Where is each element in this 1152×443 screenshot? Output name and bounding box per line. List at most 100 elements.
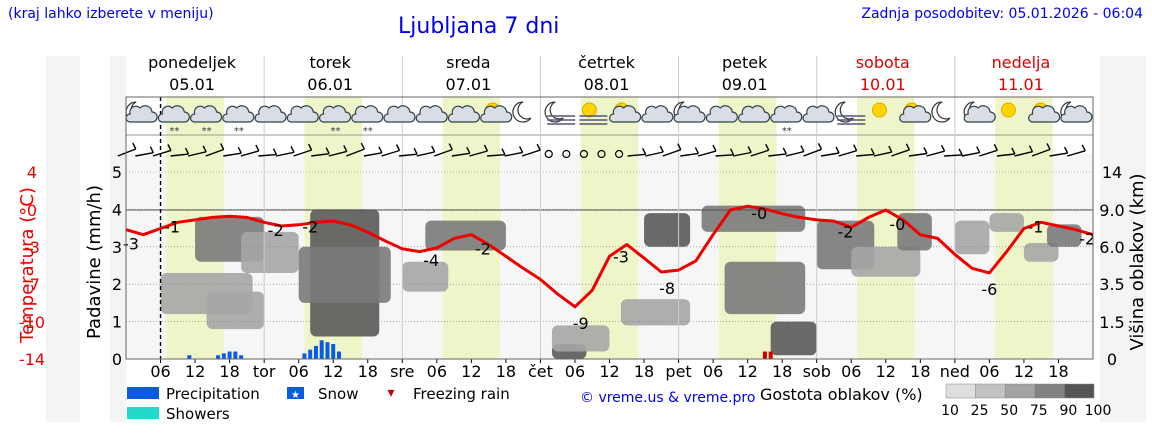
temperature-label: -0 bbox=[751, 204, 767, 223]
precip-axis-title: Padavine (mm/h) bbox=[84, 185, 105, 339]
fog-sun-icon bbox=[579, 102, 608, 125]
wind-barb-icon bbox=[223, 152, 242, 157]
snow-cloud-icon: ** bbox=[770, 105, 803, 137]
precip-bar bbox=[187, 355, 192, 359]
moon-cloud-icon bbox=[673, 101, 706, 123]
wind-barb-icon bbox=[785, 150, 805, 157]
moon-cloud-icon bbox=[1060, 101, 1093, 123]
temperature-label: -2 bbox=[268, 221, 284, 240]
temperature-axis-title: Temperatura (°C) bbox=[17, 187, 38, 344]
x-tick-label: 18 bbox=[1048, 362, 1068, 381]
precip-bar bbox=[308, 349, 313, 359]
density-scale-label: 10 bbox=[941, 403, 959, 419]
cloud-density-patch bbox=[241, 231, 299, 273]
precip-bar bbox=[319, 340, 324, 359]
x-tick-label: 06 bbox=[979, 362, 999, 381]
cloud-axis-title: Višina oblakov (km) bbox=[1127, 173, 1148, 350]
wind-barb-icon bbox=[627, 153, 646, 157]
x-tick-label: 06 bbox=[427, 362, 447, 381]
wind-barb-icon bbox=[803, 148, 822, 157]
temperature-tick: 4 bbox=[27, 163, 37, 182]
wind-barb-icon bbox=[486, 154, 506, 157]
wind-barb-icon bbox=[873, 151, 892, 157]
cloud-density-patch bbox=[851, 246, 921, 277]
svg-text:**: ** bbox=[202, 126, 212, 137]
wind-barb-icon bbox=[363, 152, 383, 157]
wind-barb-icon bbox=[521, 149, 541, 157]
temperature-tick: -7 bbox=[24, 275, 40, 294]
snow-cloud-icon: ** bbox=[318, 105, 352, 137]
wind-barb-icon bbox=[979, 149, 998, 157]
x-tick-label: 18 bbox=[772, 362, 792, 381]
precip-bar bbox=[233, 351, 238, 359]
temperature-label: -8 bbox=[659, 279, 675, 298]
wind-barb-icon bbox=[258, 153, 277, 157]
wind-barb-icon bbox=[733, 151, 752, 157]
wind-barb-icon bbox=[697, 150, 717, 157]
cloud-icon bbox=[254, 105, 287, 123]
x-tick-label: ned bbox=[940, 362, 970, 381]
density-swatch bbox=[975, 383, 1006, 399]
legend-showers-label: Showers bbox=[166, 405, 230, 423]
temperature-label: -9 bbox=[573, 314, 589, 333]
wind-barb-icon bbox=[856, 153, 875, 157]
day-date: 06.01 bbox=[307, 75, 353, 94]
day-name: torek bbox=[310, 53, 352, 72]
sun-cloud-icon bbox=[480, 102, 513, 123]
precip-tick: 4 bbox=[112, 200, 122, 219]
x-tick-label: sre bbox=[390, 362, 414, 381]
moon-icon bbox=[931, 101, 951, 123]
temperature-label: -6 bbox=[981, 280, 997, 299]
wind-barb-icon bbox=[908, 152, 928, 157]
precip-bar bbox=[302, 353, 307, 359]
legend-precip-label: Precipitation bbox=[166, 385, 260, 403]
wind-barb-icon bbox=[680, 152, 699, 157]
precip-tick: 2 bbox=[112, 275, 122, 294]
cloud-height-tick: 0 bbox=[1107, 350, 1117, 369]
day-name: sobota bbox=[856, 53, 910, 72]
temperature-label: -3 bbox=[123, 235, 139, 254]
temperature-tick: -14 bbox=[19, 350, 45, 369]
fog-moon-icon bbox=[544, 101, 576, 125]
x-tick-label: 12 bbox=[599, 362, 619, 381]
density-swatch bbox=[945, 383, 976, 399]
svg-text:**: ** bbox=[331, 126, 341, 137]
svg-text:**: ** bbox=[782, 126, 792, 137]
temperature-label: -1 bbox=[1027, 217, 1043, 236]
x-tick-label: pet bbox=[665, 362, 691, 381]
density-swatch bbox=[1034, 383, 1065, 399]
freezing-rain-icon: ▾ bbox=[387, 385, 394, 401]
x-tick-label: 12 bbox=[461, 362, 481, 381]
cloud-height-tick: 1.5 bbox=[1099, 313, 1124, 332]
sun-cloud-icon bbox=[1028, 102, 1061, 123]
day-name: ponedeljek bbox=[148, 53, 237, 72]
cloud-icon bbox=[705, 105, 738, 123]
legend-snow-swatch bbox=[287, 387, 304, 399]
precip-tick: 0 bbox=[112, 350, 122, 369]
calm-wind-icon bbox=[544, 149, 553, 159]
wind-barb-icon bbox=[293, 149, 312, 157]
wind-barb-icon bbox=[117, 148, 137, 157]
wind-barb-icon bbox=[662, 149, 682, 157]
wind-barb-icon bbox=[399, 153, 418, 157]
cloud-icon bbox=[737, 105, 771, 123]
wind-barb-icon bbox=[1031, 148, 1051, 157]
precip-bar bbox=[768, 351, 773, 359]
day-name: petek bbox=[722, 53, 768, 72]
snow-cloud-icon: ** bbox=[189, 105, 223, 137]
legend-snow-label: Snow bbox=[318, 385, 358, 403]
temperature-label: -2 bbox=[302, 217, 318, 236]
legend-showers-swatch bbox=[127, 407, 159, 419]
snow-cloud-icon: ** bbox=[351, 105, 384, 137]
x-tick-label: 18 bbox=[358, 362, 378, 381]
precip-tick: 5 bbox=[112, 163, 122, 182]
cloud-icon bbox=[641, 105, 674, 123]
temperature-line bbox=[125, 204, 1094, 309]
snow-cloud-icon: ** bbox=[157, 105, 190, 137]
temperature-tick: 0 bbox=[27, 201, 37, 220]
wind-barb-icon bbox=[926, 150, 945, 157]
left-inner-bar bbox=[110, 56, 126, 422]
cloud-icon bbox=[415, 105, 448, 123]
wind-barb-icon bbox=[996, 153, 1015, 157]
sun-cloud-icon bbox=[899, 102, 932, 123]
